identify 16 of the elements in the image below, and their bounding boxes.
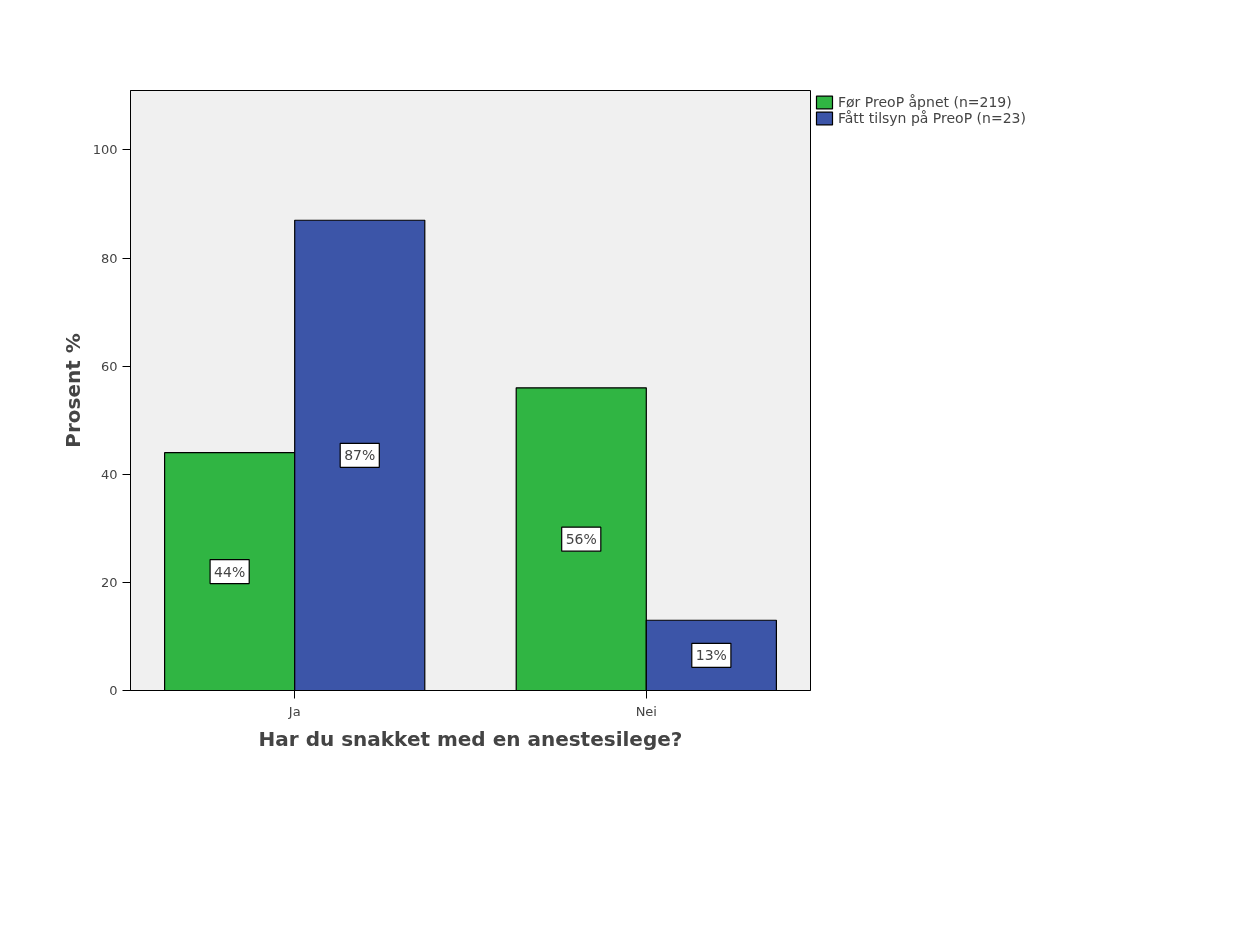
x-tick-label: Ja [287, 703, 301, 719]
y-axis-title: Prosent % [60, 333, 85, 448]
data-label: 87% [344, 447, 376, 464]
data-label: 56% [565, 531, 597, 548]
y-tick-label: 0 [109, 683, 118, 698]
y-tick-label: 80 [100, 250, 118, 266]
data-label: 13% [695, 647, 727, 664]
x-axis-title: Har du snakket med en anestesilege? [258, 726, 683, 751]
data-label: 44% [214, 563, 246, 580]
y-tick-label: 60 [100, 358, 118, 374]
x-tick-label: Nei [635, 703, 657, 719]
legend-label: Før PreoP åpnet (n=219) [838, 94, 1012, 110]
y-tick-label: 40 [100, 466, 118, 482]
y-tick-label: 100 [92, 142, 118, 158]
legend-label: Fått tilsyn på PreoP (n=23) [838, 110, 1026, 126]
y-tick-label: 20 [100, 574, 118, 590]
